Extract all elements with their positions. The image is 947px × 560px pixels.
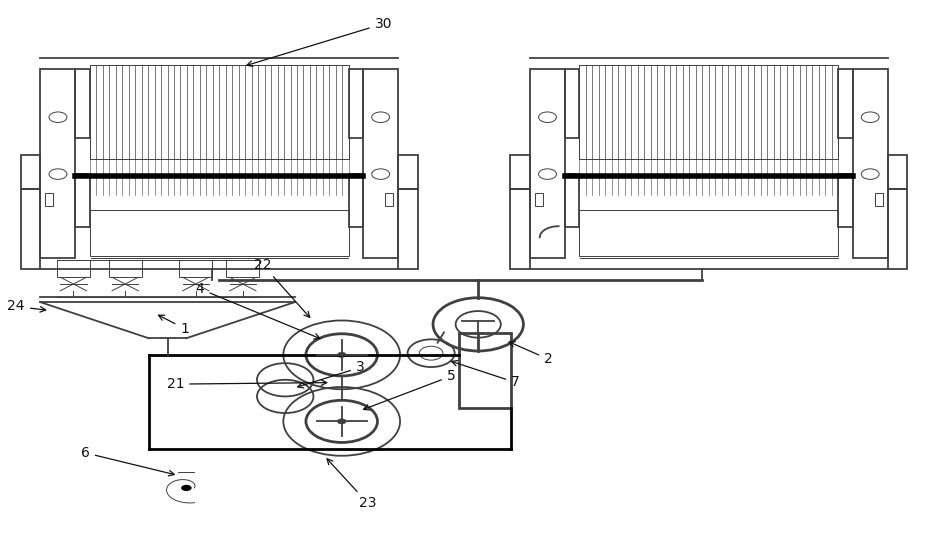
Text: 23: 23 [327, 459, 377, 510]
Bar [510, 189, 530, 269]
Bar [875, 193, 883, 206]
Text: 2: 2 [509, 342, 553, 366]
Bar [580, 64, 838, 160]
Text: 24: 24 [8, 300, 45, 314]
Circle shape [181, 485, 191, 491]
Bar [57, 260, 90, 277]
Bar [76, 69, 90, 138]
Bar [530, 69, 565, 258]
Bar [838, 69, 852, 138]
Bar [76, 174, 90, 227]
Text: 5: 5 [364, 369, 456, 410]
Bar [90, 64, 348, 160]
Bar [109, 260, 142, 277]
Bar [45, 193, 53, 206]
Bar [348, 174, 363, 227]
Bar [565, 174, 580, 227]
Bar [21, 189, 41, 269]
Bar [363, 69, 398, 258]
Bar [459, 333, 511, 408]
Bar [852, 69, 887, 258]
Text: 4: 4 [196, 282, 320, 339]
Bar [887, 189, 907, 269]
Bar [580, 210, 838, 256]
Bar [887, 155, 907, 189]
Bar [21, 155, 41, 189]
Text: 3: 3 [297, 361, 365, 388]
Bar [90, 210, 348, 256]
Text: 21: 21 [167, 377, 327, 391]
Text: 6: 6 [80, 446, 174, 476]
Circle shape [337, 419, 346, 424]
Text: 22: 22 [254, 258, 310, 318]
Text: 7: 7 [452, 361, 520, 389]
Circle shape [337, 352, 346, 357]
Bar [179, 260, 212, 277]
Bar [398, 189, 418, 269]
Text: 1: 1 [158, 315, 189, 335]
Bar [226, 260, 259, 277]
Bar [510, 155, 530, 189]
Bar [41, 69, 76, 258]
Bar [535, 193, 543, 206]
Text: 30: 30 [247, 17, 392, 67]
Bar [565, 69, 580, 138]
Bar [398, 155, 418, 189]
Bar [838, 174, 852, 227]
Bar [348, 69, 363, 138]
Bar [385, 193, 393, 206]
